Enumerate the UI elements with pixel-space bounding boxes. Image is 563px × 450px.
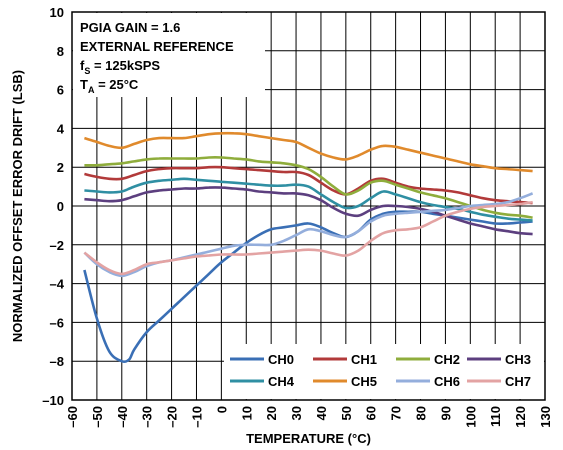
x-axis-label: TEMPERATURE (°C): [246, 431, 371, 446]
series-line-ch2: [84, 156, 533, 219]
annotation-rest: = 125kSPS: [90, 58, 160, 73]
y-tick-label: –10: [42, 393, 64, 408]
annotation-line: TA = 25°C: [80, 77, 139, 95]
legend-label: CH0: [268, 352, 294, 367]
y-tick-label: 6: [57, 83, 64, 98]
annotation-main: EXTERNAL REFERENCE: [80, 39, 234, 54]
series-line-ch3: [84, 186, 533, 236]
y-tick-label: 8: [57, 44, 64, 59]
y-tick-label: 0: [57, 199, 64, 214]
legend-label: CH7: [505, 374, 531, 389]
x-tick-label: 110: [488, 406, 503, 427]
series-line-ch5: [84, 131, 533, 173]
x-tick-label: 90: [438, 406, 453, 420]
legend-background: [224, 344, 544, 399]
legend: CH0 CH1 CH2 CH3 CH4 CH5 CH6 CH7: [224, 344, 544, 399]
annotation-background: [73, 13, 265, 97]
y-tick-label: –8: [50, 354, 64, 369]
y-tick-label: 4: [57, 121, 65, 136]
x-tick-label: 80: [414, 406, 429, 420]
y-tick-label: 10: [50, 5, 64, 20]
x-tick-label: 70: [389, 406, 404, 420]
annotation-rest: = 25°C: [94, 77, 138, 92]
x-tick-label: 0: [214, 406, 229, 413]
annotation-main: f: [80, 58, 85, 73]
series-line-ch7: [83, 200, 533, 276]
y-tick-label: –2: [50, 238, 64, 253]
legend-label: CH4: [268, 374, 295, 389]
legend-label: CH3: [505, 352, 531, 367]
x-tick-label: –20: [165, 406, 180, 428]
x-tick-label: 50: [339, 406, 354, 420]
legend-label: CH1: [351, 352, 377, 367]
series-line-ch4: [84, 177, 533, 222]
series-line-ch1: [84, 165, 533, 205]
y-tick-label: –6: [50, 315, 64, 330]
x-tick-label: 100: [463, 406, 478, 428]
legend-label: CH2: [434, 352, 460, 367]
y-tick-label: –4: [50, 277, 65, 292]
annotation-line: EXTERNAL REFERENCE: [80, 39, 234, 54]
x-tick-label: 130: [538, 406, 553, 428]
x-tick-label: 120: [513, 406, 528, 428]
legend-label: CH5: [351, 374, 377, 389]
annotation-subscript: A: [88, 85, 95, 95]
series-lines: [83, 131, 534, 364]
annotation-main: PGIA GAIN = 1.6: [80, 20, 180, 35]
y-axis-label: NORMALIZED OFFSET ERROR DRIFT (LSB): [10, 70, 25, 342]
x-tick-label: 20: [264, 406, 279, 420]
x-tick-label: 30: [289, 406, 304, 420]
annotation-box: PGIA GAIN = 1.6 EXTERNAL REFERENCE fS = 12…: [73, 13, 265, 97]
y-tick-labels: –10 –8 –6 –4 –2 0 2 4 6 8 10: [42, 5, 64, 408]
annotation-line: PGIA GAIN = 1.6: [80, 20, 180, 35]
x-tick-label: –50: [90, 406, 105, 428]
legend-label: CH6: [434, 374, 460, 389]
x-tick-label: –30: [140, 406, 155, 428]
annotation-main: T: [80, 77, 88, 92]
x-tick-label: 60: [364, 406, 379, 420]
x-tick-labels: –60 –50 –40 –30 –20 –10 0 10 20 30 40 50 60 70 80 90 100…: [65, 406, 553, 428]
x-tick-label: 10: [239, 406, 254, 420]
x-tick-label: 40: [314, 406, 329, 420]
plot-frame: [71, 11, 546, 401]
x-tick-label: –40: [115, 406, 130, 428]
y-tick-label: 2: [57, 160, 64, 175]
x-tick-label: –60: [65, 406, 80, 428]
x-tick-label: –10: [189, 406, 204, 428]
annotation-line: fS = 125kSPS: [80, 58, 160, 76]
series-line-ch0: [83, 210, 533, 364]
annotation-subscript: S: [84, 66, 90, 76]
